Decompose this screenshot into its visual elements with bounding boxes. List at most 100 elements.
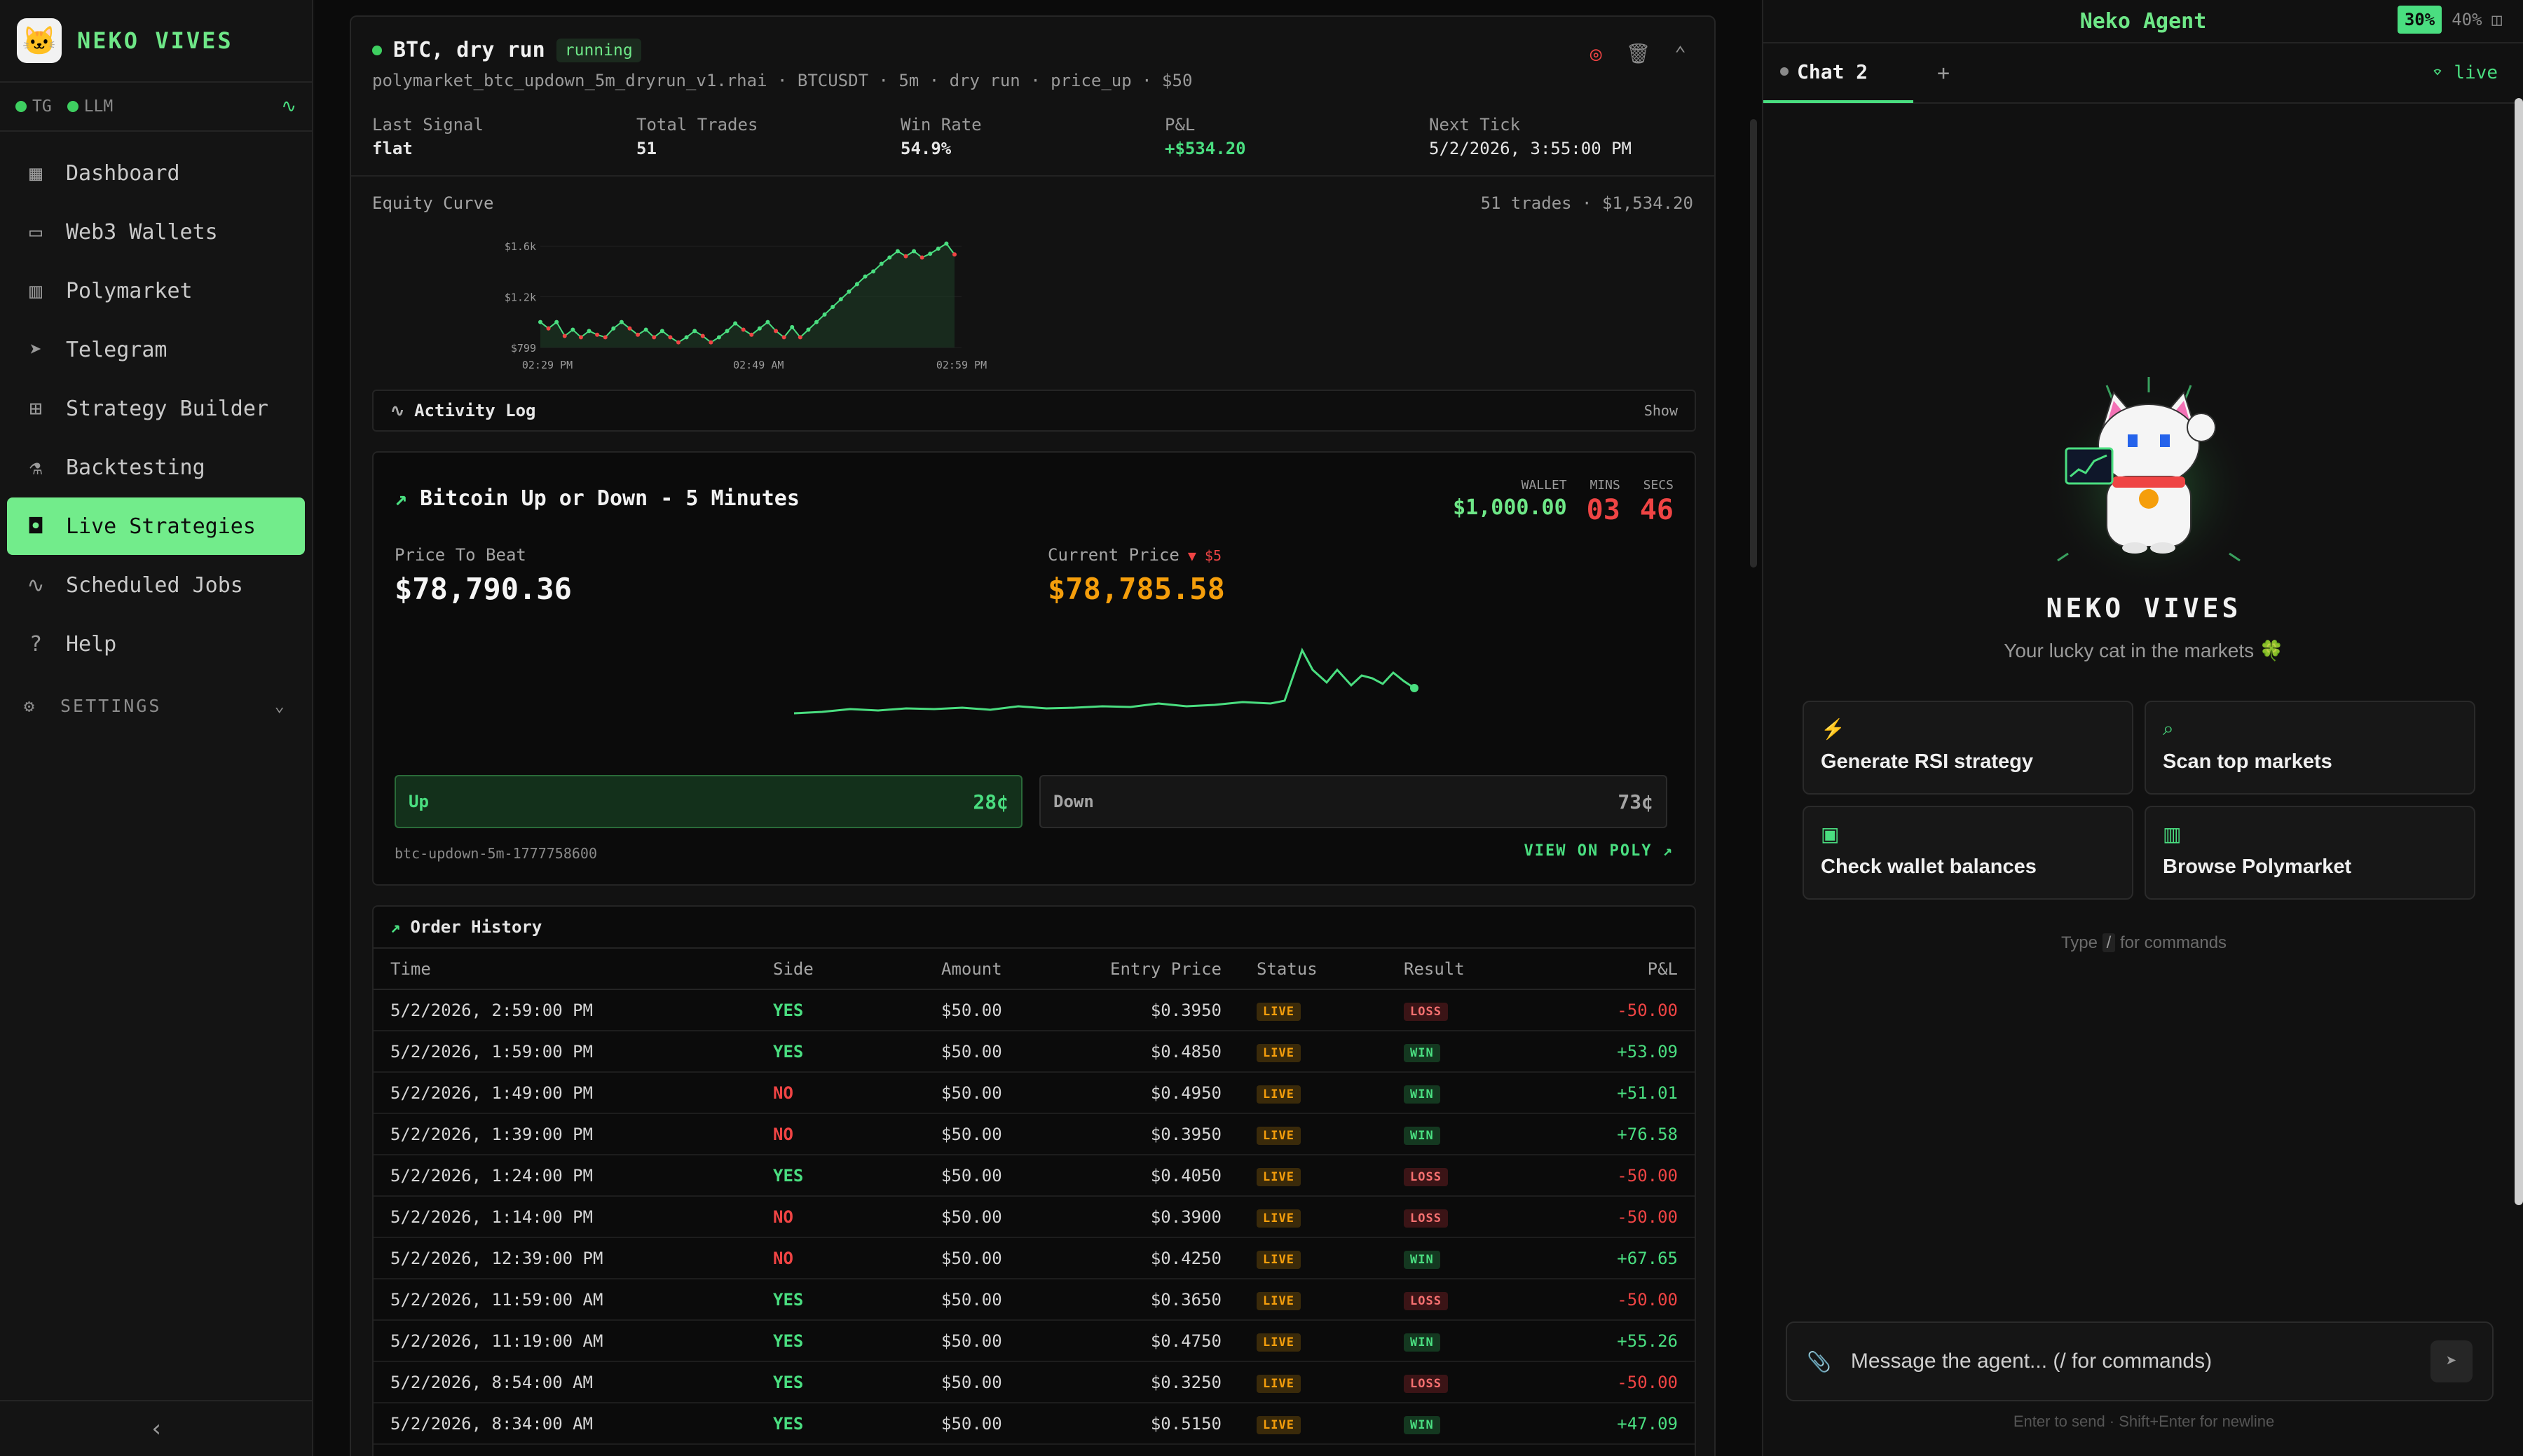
table-row[interactable]: 5/2/2026, 11:59:00 AM YES $50.00 $0.3650 LIV…: [374, 1279, 1695, 1321]
equity-point: [806, 327, 811, 332]
order-time-cell: 5/2/2026, 1:49:00 PM: [374, 1072, 773, 1114]
equity-point: [798, 335, 802, 340]
sidebar-item-label: Polymarket: [66, 278, 193, 303]
quick-action-wallets[interactable]: ▣ Check wallet balances: [1803, 806, 2133, 900]
order-result-cell: WIN: [1404, 1031, 1551, 1073]
quick-action-scan[interactable]: ⌕ Scan top markets: [2145, 701, 2475, 795]
panel-size-30-button[interactable]: 30%: [2397, 6, 2442, 34]
order-entry-price: $0.3950: [1150, 1124, 1222, 1144]
table-row[interactable]: 5/2/2026, 12:39:00 PM NO $50.00 $0.4250 LIVE…: [374, 1237, 1695, 1279]
col-entry-price[interactable]: Entry Price: [1081, 949, 1257, 990]
down-price: 73¢: [1618, 790, 1653, 813]
table-row[interactable]: 5/2/2026, 8:34:00 AM YES $50.00 $0.5150 LIVE…: [374, 1403, 1695, 1445]
panel-toggle-icon[interactable]: ◫: [2491, 10, 2502, 29]
agent-scrollbar[interactable]: [2515, 98, 2523, 1205]
equity-point: [652, 335, 657, 340]
equity-area: [540, 243, 955, 348]
quick-action-label: Generate RSI strategy: [1821, 750, 2034, 773]
equity-point: [562, 334, 567, 338]
settings-toggle[interactable]: ⚙ SETTINGS ⌄: [7, 677, 305, 734]
col-side[interactable]: Side: [773, 949, 941, 990]
order-result-cell: LOSS: [1404, 1196, 1551, 1238]
equity-point: [570, 327, 575, 332]
order-status: LIVE: [1257, 1126, 1301, 1145]
sidebar-item-strategy-builder[interactable]: ⊞ Strategy Builder: [7, 380, 305, 437]
table-row[interactable]: 5/2/2026, 1:24:00 PM YES $50.00 $0.4050 LIVE…: [374, 1155, 1695, 1197]
order-status: LIVE: [1257, 1209, 1301, 1228]
quick-action-label: Check wallet balances: [1821, 856, 2037, 878]
order-status: LIVE: [1257, 1291, 1301, 1310]
chevron-up-icon[interactable]: ⌃: [1674, 42, 1686, 65]
order-status: LIVE: [1257, 1043, 1301, 1062]
sidebar-item-dashboard[interactable]: ▦ Dashboard: [7, 144, 305, 202]
col-status[interactable]: Status: [1257, 949, 1404, 990]
table-row[interactable]: 5/2/2026, 1:14:00 PM NO $50.00 $0.3900 LIVE L…: [374, 1196, 1695, 1238]
sidebar-item-live-strategies[interactable]: ◘ Live Strategies: [7, 497, 305, 555]
order-result: WIN: [1404, 1415, 1440, 1434]
sidebar-item-label: Help: [66, 631, 117, 657]
tg-status-dot: [15, 101, 27, 112]
col-result[interactable]: Result: [1404, 949, 1551, 990]
activity-log-bar[interactable]: ∿ Activity Log Show: [372, 390, 1696, 432]
trash-icon[interactable]: 🗑: [1625, 42, 1651, 65]
tab-chat-2[interactable]: Chat 2: [1763, 43, 1913, 103]
wallet-icon: ▭: [29, 219, 43, 245]
sidebar-item-scheduled-jobs[interactable]: ∿ Scheduled Jobs: [7, 556, 305, 614]
activity-icon: ∿: [27, 572, 45, 598]
message-input[interactable]: [1850, 1349, 2430, 1373]
down-label: Down: [1053, 792, 1094, 811]
panel-size-40-button[interactable]: 40%: [2452, 10, 2482, 29]
stop-target-icon[interactable]: ◎: [1589, 42, 1602, 65]
quick-action-rsi[interactable]: ⚡ Generate RSI strategy: [1803, 701, 2133, 795]
equity-point: [822, 312, 827, 317]
view-on-poly-link[interactable]: VIEW ON POLY ↗: [1524, 842, 1674, 860]
sidebar-item-web3-wallets[interactable]: ▭ Web3 Wallets: [7, 203, 305, 261]
order-pnl-cell: +55.26: [1551, 1320, 1695, 1362]
send-button[interactable]: ➤: [2430, 1340, 2473, 1382]
table-row[interactable]: 5/2/2026, 1:49:00 PM NO $50.00 $0.4950 LIVE W…: [374, 1072, 1695, 1114]
price-to-beat: Price To Beat $78,790.36: [395, 545, 572, 606]
equity-point: [952, 252, 957, 257]
equity-meta: 51 trades · $1,534.20: [1480, 193, 1693, 213]
paperclip-icon[interactable]: 📎: [1807, 1349, 1831, 1373]
table-row[interactable]: 5/2/2026, 8:54:00 AM YES $50.00 $0.3250 LIVE…: [374, 1361, 1695, 1403]
table-row[interactable]: 5/2/2026, 2:59:00 PM YES $50.00 $0.3950 LIVE…: [374, 989, 1695, 1031]
equity-point: [725, 329, 730, 334]
stat-value: flat: [372, 139, 413, 158]
buy-up-button[interactable]: Up 28¢: [395, 775, 1023, 828]
equity-point: [716, 335, 721, 340]
strategy-stats: Last Signal flat Total Trades 51 Win Rate 5…: [372, 115, 1693, 158]
stat-value: 54.9%: [901, 139, 952, 158]
wifi-icon: ⌔: [2432, 62, 2443, 83]
table-row[interactable]: 5/2/2026, 1:39:00 PM NO $50.00 $0.3950 LIVE W…: [374, 1113, 1695, 1155]
order-amount: $50.00: [941, 1248, 1002, 1268]
order-entry-price-cell: $0.3250: [1081, 1361, 1257, 1403]
sidebar-item-help[interactable]: ? Help: [7, 615, 305, 673]
order-pnl: -50.00: [1617, 1289, 1678, 1310]
stat-label: P&L: [1165, 115, 1196, 135]
strategy-card: BTC, dry run running ◎ 🗑 ⌃ polymarket_bt…: [350, 15, 1716, 1456]
col-pnl[interactable]: P&L: [1551, 949, 1695, 990]
order-result-cell: WIN: [1404, 1237, 1551, 1279]
order-result: LOSS: [1404, 1167, 1448, 1186]
brand[interactable]: 🐱 NEKO VIVES: [0, 0, 312, 83]
order-amount: $50.00: [941, 1000, 1002, 1020]
quick-action-browse[interactable]: ▥ Browse Polymarket: [2145, 806, 2475, 900]
table-row[interactable]: 5/2/2026, 11:19:00 AM YES $50.00 $0.4750 LIV…: [374, 1320, 1695, 1362]
order-time-cell: 5/2/2026, 11:59:00 AM: [374, 1279, 773, 1321]
collapse-sidebar-button[interactable]: ‹: [0, 1400, 313, 1456]
col-time[interactable]: Time: [374, 949, 773, 990]
main-scrollbar[interactable]: [1750, 119, 1757, 568]
activity-show-button[interactable]: Show: [1643, 402, 1678, 419]
new-chat-button[interactable]: +: [1937, 60, 1950, 85]
sidebar-item-telegram[interactable]: ➤ Telegram: [7, 321, 305, 378]
buy-down-button[interactable]: Down 73¢: [1039, 775, 1667, 828]
col-amount[interactable]: Amount: [941, 949, 1081, 990]
table-row[interactable]: 5/2/2026, 1:59:00 PM YES $50.00 $0.4850 LIVE…: [374, 1031, 1695, 1073]
sidebar-item-backtesting[interactable]: ⚗ Backtesting: [7, 439, 305, 496]
order-time: 5/2/2026, 11:59:00 AM: [390, 1289, 603, 1310]
order-status: LIVE: [1257, 1250, 1301, 1269]
price-delta: ▼ $5: [1187, 547, 1222, 564]
sidebar-item-polymarket[interactable]: ▥ Polymarket: [7, 262, 305, 320]
order-entry-price-cell: $0.4750: [1081, 1320, 1257, 1362]
